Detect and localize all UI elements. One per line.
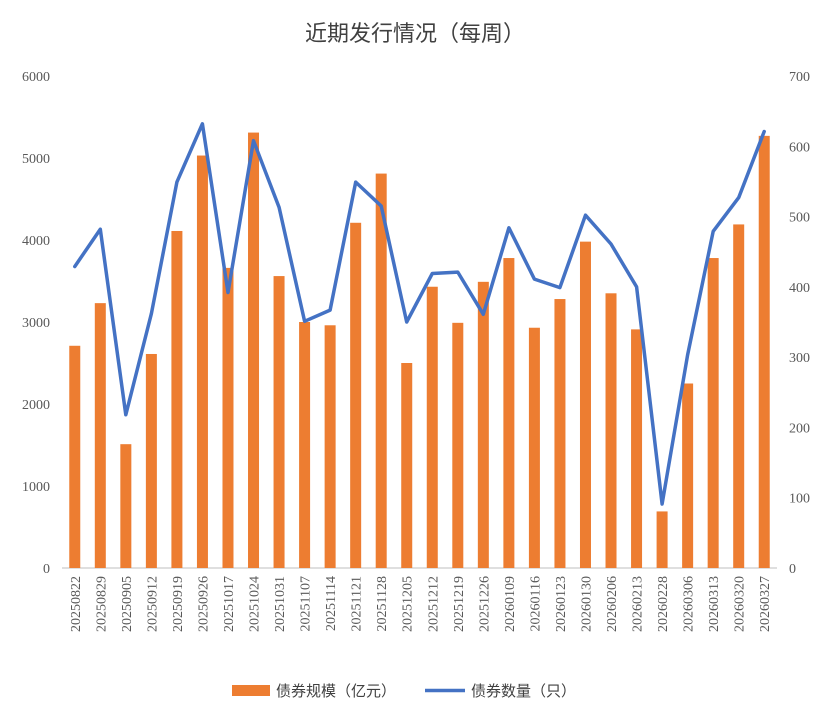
x-tick-label: 20250822 — [69, 576, 84, 632]
bar — [426, 286, 438, 568]
x-tick-label: 20251226 — [477, 576, 492, 632]
x-tick-label: 20260213 — [631, 576, 646, 632]
x-tick-label: 20251219 — [452, 576, 467, 632]
bar — [554, 299, 566, 568]
left-tick-label: 0 — [43, 562, 50, 577]
bar — [196, 155, 208, 569]
x-tick-label: 20250926 — [196, 576, 211, 632]
bar — [401, 363, 413, 568]
right-axis-ticks: 0 100 200 300 400 500 600 700 — [789, 70, 810, 577]
x-tick-label: 20260109 — [503, 576, 518, 632]
x-axis-labels: 20250822 20250829 20250905 20250912 20250919… — [69, 576, 773, 632]
right-tick-label: 0 — [789, 562, 796, 577]
x-tick-label: 20251205 — [401, 576, 416, 632]
legend: 债券规模（亿元） 债券数量（只） — [232, 682, 576, 700]
left-tick-label: 6000 — [22, 70, 50, 85]
right-tick-label: 200 — [789, 421, 810, 436]
x-tick-label: 20260327 — [758, 576, 773, 632]
x-tick-label: 20250919 — [171, 576, 186, 632]
x-tick-label: 20250829 — [94, 576, 109, 632]
x-tick-label: 20251114 — [324, 576, 339, 631]
bar — [375, 173, 387, 568]
bar — [528, 327, 540, 568]
bar — [273, 276, 285, 568]
x-tick-label: 20250905 — [120, 576, 135, 632]
bar — [94, 303, 106, 568]
x-tick-label: 20251031 — [273, 576, 288, 632]
x-tick-label: 20251024 — [248, 576, 263, 632]
bar — [145, 353, 157, 568]
right-tick-label: 300 — [789, 351, 810, 366]
series-line — [73, 122, 766, 506]
bar — [733, 224, 745, 569]
line-series — [73, 122, 766, 506]
right-tick-label: 700 — [789, 70, 810, 85]
bar — [350, 222, 362, 568]
bar — [120, 444, 132, 568]
left-tick-label: 4000 — [22, 234, 50, 249]
bar — [69, 345, 81, 568]
bar — [248, 132, 260, 568]
bar — [579, 241, 591, 568]
x-tick-label: 20251107 — [299, 576, 314, 631]
right-tick-label: 600 — [789, 140, 810, 155]
right-tick-label: 400 — [789, 281, 810, 296]
bar — [682, 383, 694, 568]
x-tick-label: 20260116 — [528, 576, 543, 631]
bar — [171, 230, 183, 569]
left-axis-ticks: 0 1000 2000 3000 4000 5000 6000 — [22, 70, 50, 577]
x-tick-label: 20260228 — [656, 576, 671, 632]
bar — [631, 329, 643, 568]
bar — [299, 322, 311, 568]
x-tick-label: 20260306 — [682, 576, 697, 632]
x-tick-label: 20251017 — [222, 576, 237, 632]
left-tick-label: 5000 — [22, 152, 50, 167]
left-tick-label: 3000 — [22, 316, 50, 331]
legend-bar-label: 债券规模（亿元） — [276, 682, 396, 700]
bar — [477, 281, 489, 568]
bar — [452, 322, 464, 568]
right-tick-label: 100 — [789, 492, 810, 507]
chart-title: 近期发行情况（每周） — [305, 22, 525, 47]
left-tick-label: 1000 — [22, 480, 50, 495]
bar — [324, 325, 336, 568]
bar — [605, 293, 617, 568]
left-tick-label: 2000 — [22, 398, 50, 413]
legend-bar-swatch — [232, 685, 270, 696]
x-tick-label: 20251121 — [350, 576, 365, 631]
bar — [656, 511, 668, 568]
bar — [222, 267, 234, 568]
bar — [707, 258, 719, 568]
x-tick-label: 20251128 — [375, 576, 390, 631]
x-tick-label: 20250912 — [145, 576, 160, 632]
right-tick-label: 500 — [789, 211, 810, 226]
x-tick-label: 20260313 — [707, 576, 722, 632]
x-tick-label: 20260320 — [733, 576, 748, 632]
x-tick-label: 20260123 — [554, 576, 569, 632]
x-tick-label: 20251212 — [426, 576, 441, 632]
bar — [503, 258, 515, 568]
bar — [758, 135, 770, 569]
x-tick-label: 20260130 — [579, 576, 594, 632]
bar-series — [69, 132, 770, 569]
x-tick-label: 20260206 — [605, 576, 620, 632]
legend-line-label: 债券数量（只） — [471, 682, 576, 700]
